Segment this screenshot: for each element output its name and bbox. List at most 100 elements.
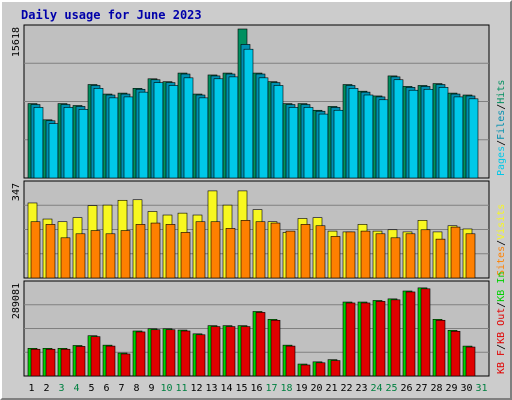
legend-entry: KB F	[496, 350, 507, 374]
day-label: 23	[355, 383, 367, 394]
pages-bar	[123, 96, 134, 179]
sites-bar	[75, 233, 86, 279]
pages-bar	[363, 94, 374, 179]
day-label: 13	[205, 383, 217, 394]
day-label: 19	[295, 383, 307, 394]
kb_out-bar	[195, 334, 206, 377]
sites-bar	[90, 230, 101, 279]
kb_out-bar	[240, 326, 251, 377]
kb_out-bar	[435, 319, 446, 377]
pages-bar	[288, 107, 299, 179]
sites-bar	[150, 222, 161, 279]
legend-entry: /	[496, 104, 507, 110]
pages-bar	[378, 99, 389, 179]
sites-bar	[45, 224, 56, 279]
sites-bar	[285, 230, 296, 279]
kb_out-bar	[165, 329, 176, 377]
day-label: 29	[445, 383, 457, 394]
sites-bar	[120, 230, 131, 279]
day-label: 3	[58, 383, 64, 394]
kb_out-bar	[345, 302, 356, 377]
legend-entry: KB In	[496, 272, 507, 302]
legend: Sites/Visits	[496, 204, 507, 276]
day-label: 27	[415, 383, 427, 394]
pages-bar	[438, 87, 449, 179]
day-label: 12	[190, 383, 202, 394]
sites-bar	[405, 233, 416, 279]
sites-bar	[345, 231, 356, 279]
kb_out-bar	[405, 291, 416, 377]
pages-bar	[108, 97, 119, 179]
kb_out-bar	[450, 330, 461, 377]
day-label: 6	[103, 383, 109, 394]
sites-bar	[435, 238, 446, 279]
sites-bar	[300, 224, 311, 279]
sites-bar	[195, 221, 206, 279]
chart-title: Daily usage for June 2023	[21, 8, 202, 22]
sites-bar	[210, 221, 221, 279]
legend-entry: Sites	[496, 246, 507, 276]
pages-bar	[168, 85, 179, 179]
kb_out-bar	[135, 331, 146, 377]
pages-bar	[348, 88, 359, 179]
sites-bar	[255, 221, 266, 279]
pages-bar	[273, 85, 284, 179]
legend-entry: /	[496, 302, 507, 308]
sites-bar	[270, 222, 281, 279]
pages-bar	[138, 91, 149, 179]
kb_out-bar	[300, 364, 311, 377]
kb_out-bar	[315, 362, 326, 377]
legend: Pages/Files/Hits	[496, 80, 507, 176]
day-label: 8	[133, 383, 139, 394]
legend-entry: Files	[496, 110, 507, 140]
sites-bar	[180, 232, 191, 279]
day-label: 5	[88, 383, 94, 394]
pages-bar	[33, 107, 44, 179]
day-label: 17	[265, 383, 277, 394]
sites-bar	[375, 233, 386, 279]
sites-bar	[240, 220, 251, 279]
pages-bar	[93, 88, 104, 179]
sites-bar	[165, 224, 176, 279]
sites-bar	[390, 237, 401, 279]
day-label: 11	[175, 383, 187, 394]
pages-bar	[333, 109, 344, 179]
sites-bar	[450, 226, 461, 279]
day-label: 28	[430, 383, 442, 394]
day-label: 10	[160, 383, 172, 394]
kb_out-bar	[255, 312, 266, 377]
kb_out-bar	[465, 346, 476, 377]
day-label: 20	[310, 383, 322, 394]
day-label: 31	[475, 383, 487, 394]
pages-bar	[78, 109, 89, 179]
kb_out-bar	[210, 326, 221, 377]
kb_out-bar	[60, 348, 71, 377]
day-label: 25	[385, 383, 397, 394]
legend-entry: Hits	[496, 80, 507, 104]
sites-bar	[360, 230, 371, 279]
pages-bar	[453, 96, 464, 179]
kb_out-bar	[285, 345, 296, 377]
kb_out-bar	[30, 348, 41, 377]
sites-bar	[330, 236, 341, 279]
pages-bar	[198, 97, 209, 179]
sites-bar	[420, 229, 431, 279]
kb_out-bar	[150, 329, 161, 377]
legend-entry: /	[496, 240, 507, 246]
scale-label: 347	[11, 183, 22, 201]
pages-bar	[258, 77, 269, 179]
sites-bar	[135, 224, 146, 279]
pages-bar	[408, 89, 419, 179]
pages-bar	[393, 79, 404, 179]
kb_out-bar	[390, 299, 401, 377]
pages-bar	[183, 77, 194, 179]
day-label: 30	[460, 383, 472, 394]
sites-bar	[60, 237, 71, 279]
kb_out-bar	[75, 346, 86, 377]
kb_out-bar	[330, 360, 341, 377]
day-label: 21	[325, 383, 337, 394]
day-label: 4	[73, 383, 79, 394]
kb_out-bar	[105, 345, 116, 377]
day-label: 18	[280, 383, 292, 394]
